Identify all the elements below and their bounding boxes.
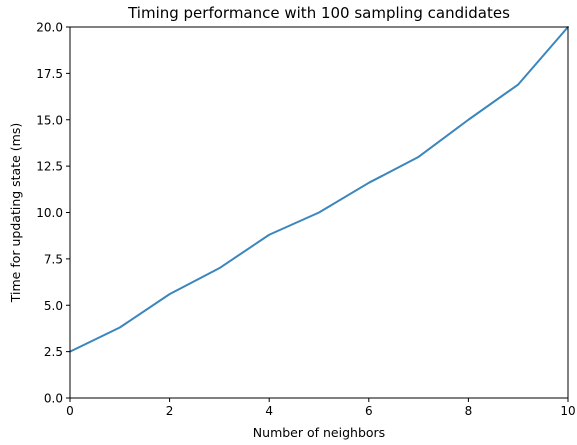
x-tick-label: 8 (465, 404, 473, 418)
y-tick-label: 10.0 (36, 206, 63, 220)
y-tick-label: 15.0 (36, 113, 63, 127)
series-line (69, 26, 569, 353)
y-tick-label: 7.5 (44, 252, 63, 266)
x-tick-label: 0 (66, 404, 74, 418)
x-tick-label: 4 (265, 404, 273, 418)
y-tick-label: 2.5 (44, 345, 63, 359)
x-axis-label: Number of neighbors (253, 425, 385, 440)
chart-title: Timing performance with 100 sampling can… (127, 4, 510, 22)
x-tick-label: 2 (166, 404, 174, 418)
y-tick-label: 17.5 (36, 67, 63, 81)
y-tick-label: 5.0 (44, 299, 63, 313)
x-tick-label: 6 (365, 404, 373, 418)
y-axis-label: Time for updating state (ms) (8, 123, 23, 303)
y-axis-ticks: 0.0 2.5 5.0 7.5 10.0 12.5 15.0 17.5 20.0 (36, 21, 70, 406)
plot-area-frame (69, 26, 569, 399)
x-tick-label: 10 (560, 404, 575, 418)
y-tick-label: 12.5 (36, 160, 63, 174)
y-tick-label: 20.0 (36, 21, 63, 35)
x-axis-ticks: 0 2 4 6 8 10 (66, 398, 576, 418)
y-tick-label: 0.0 (44, 392, 63, 406)
